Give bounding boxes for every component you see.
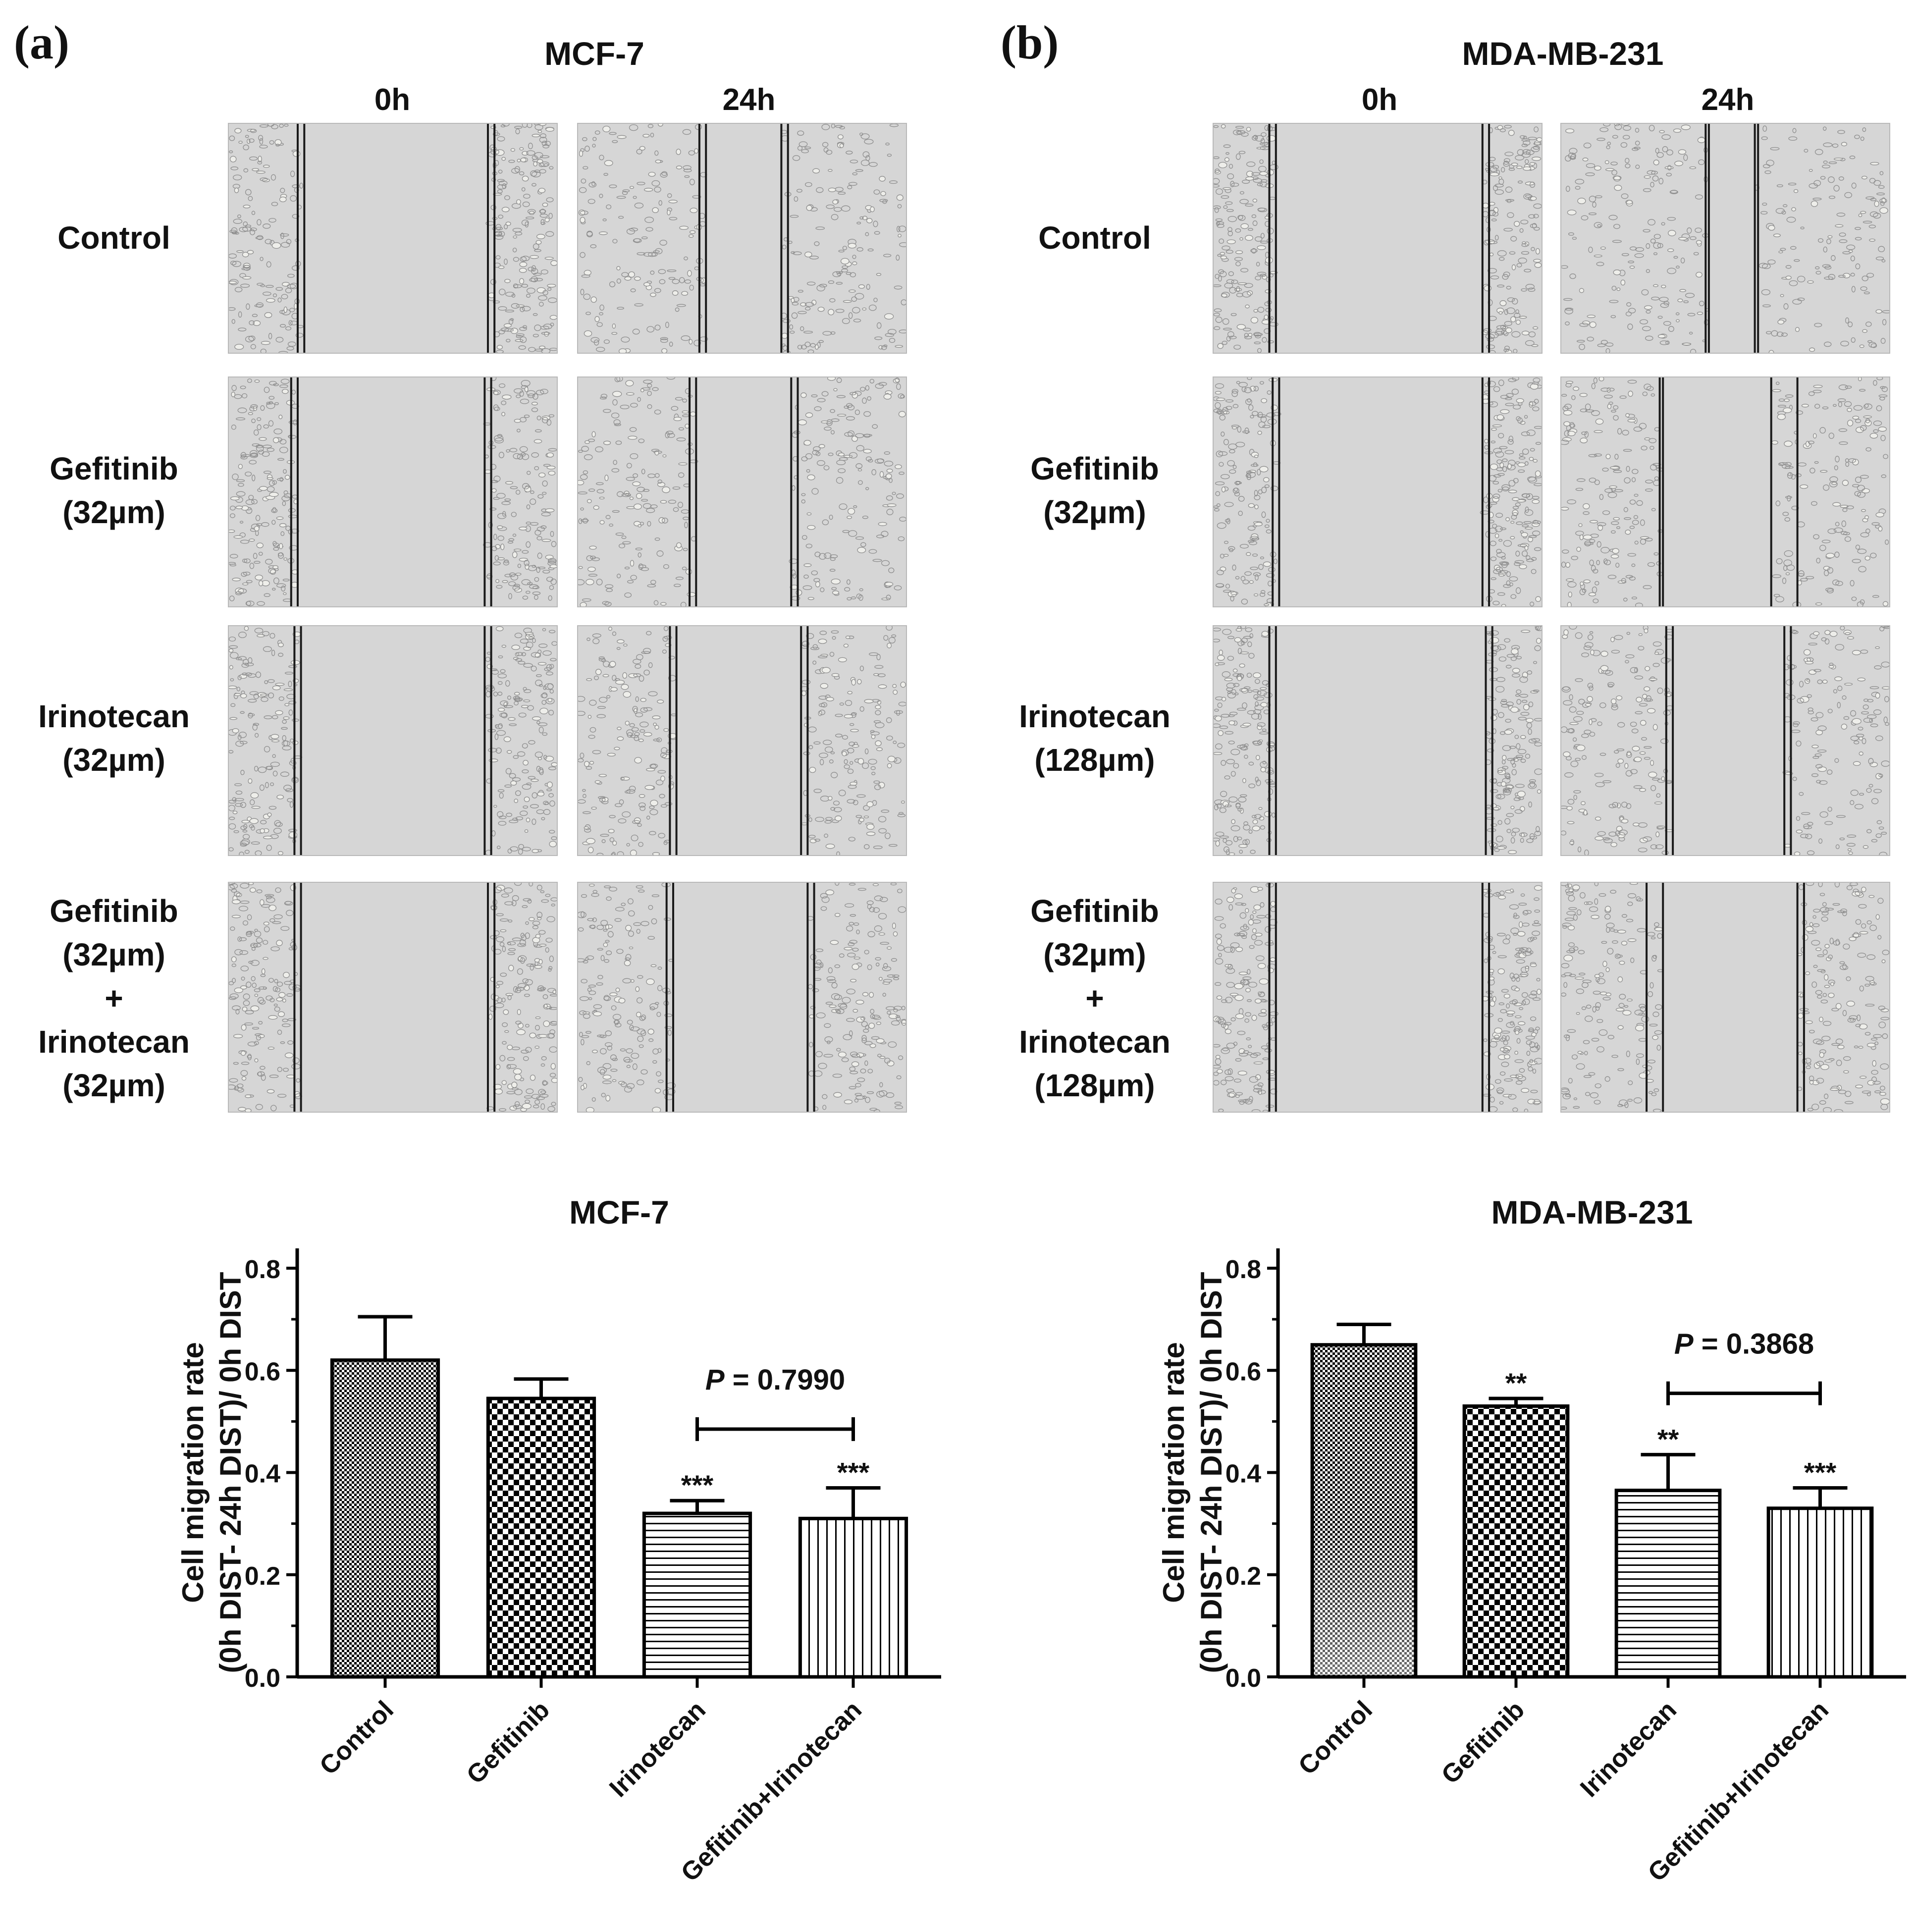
y-tick-label: 0.8: [1225, 1255, 1261, 1284]
micrograph-a-row1-0h: [228, 123, 558, 354]
micrograph-background: [578, 883, 906, 1112]
significance-marker: ***: [1804, 1456, 1837, 1488]
micrograph-b-row3-24h: [1560, 625, 1890, 856]
cell-field: [229, 626, 557, 855]
bar-irinotecan: [642, 1511, 752, 1679]
micrograph-a-row3-0h: [228, 625, 558, 856]
x-tick-label: Gefitinib: [1436, 1695, 1530, 1789]
micrograph-b-row1-0h: [1213, 123, 1543, 354]
y-tick-label: 0.4: [245, 1460, 280, 1489]
y-axis-label-line: Cell migration rate: [1157, 1342, 1190, 1603]
bar-gefitinib: [486, 1396, 596, 1679]
micrograph-a-row3-24h: [577, 625, 907, 856]
micrograph-background: [578, 377, 906, 606]
panel-a-row-label-combination: Gefitinib (32µm) + Irinotecan (32µm): [38, 893, 190, 1103]
x-tick-label: Control: [314, 1695, 399, 1780]
micrograph-a-row1-24h: [577, 123, 907, 354]
panel-a-row-label-irinotecan: Irinotecan (32µm): [38, 698, 190, 778]
y-axis-label: Cell migration rate (0h DIST- 24h DIST)/ …: [1157, 1272, 1228, 1673]
cell-field: [1214, 124, 1542, 353]
panel-b-row-label-control: Control: [1038, 220, 1151, 256]
y-axis-label-line: (0h DIST- 24h DIST)/ 0h DIST: [214, 1272, 247, 1673]
chart-title: MCF-7: [569, 1194, 669, 1231]
y-tick-label: 0.8: [245, 1255, 280, 1284]
p-value-label: P = 0.3868: [1674, 1328, 1814, 1360]
micrograph-background: [1214, 124, 1542, 353]
p-value-label: P = 0.7990: [705, 1364, 845, 1396]
significance-marker: **: [1657, 1423, 1679, 1454]
x-tick-label: Gefitinib+Irinotecan: [676, 1695, 867, 1887]
x-tick-label: Gefitinib: [461, 1695, 555, 1789]
micrograph-background: [229, 377, 557, 606]
cell-field: [578, 124, 906, 353]
x-tick-label: Control: [1293, 1695, 1378, 1780]
panel-a-row-label-gefitinib: Gefitinib (32µm): [50, 451, 178, 530]
micrograph-b-row4-0h: [1213, 882, 1543, 1113]
significance-marker: **: [1505, 1367, 1527, 1398]
bar-gefitinib: [1462, 1404, 1570, 1679]
significance-marker: ***: [837, 1456, 870, 1488]
micrograph-b-row2-0h: [1213, 376, 1543, 607]
micrograph-a-row2-24h: [577, 376, 907, 607]
bar-gefitinib-irinotecan: [798, 1516, 908, 1679]
micrograph-b-row2-24h: [1560, 376, 1890, 607]
y-tick-label: 0.6: [1225, 1357, 1261, 1386]
micrograph-b-row1-24h: [1560, 123, 1890, 354]
panel-b-col-24h: 24h: [1701, 83, 1755, 117]
y-axis-label-line: (0h DIST- 24h DIST)/ 0h DIST: [1195, 1272, 1228, 1673]
micrograph-a-row4-24h: [577, 882, 907, 1113]
micrograph-background: [578, 124, 906, 353]
cell-field: [578, 377, 906, 606]
panel-b-row-label-gefitinib: Gefitinib (32µm): [1030, 451, 1159, 530]
cell-field: [578, 883, 906, 1112]
cell-field: [578, 626, 906, 855]
cell-field: [1561, 124, 1889, 353]
y-tick-label: 0.0: [245, 1664, 280, 1693]
micrograph-background: [578, 626, 906, 855]
micrograph-background: [1561, 883, 1889, 1112]
cell-field: [1561, 883, 1889, 1112]
cell-field: [1561, 377, 1889, 606]
bar-shading: [1314, 1346, 1414, 1675]
micrograph-a-row2-0h: [228, 376, 558, 607]
cell-field: [229, 124, 557, 353]
bar-control: [330, 1358, 440, 1679]
micrograph-background: [229, 124, 557, 353]
chart-title: MDA-MB-231: [1491, 1194, 1693, 1231]
y-tick-label: 0.6: [245, 1357, 280, 1386]
micrograph-background: [1214, 377, 1542, 606]
panel-b-row-label-combination: Gefitinib (32µm) + Irinotecan (128µm): [1019, 893, 1171, 1103]
y-tick-label: 0.0: [1225, 1664, 1261, 1693]
y-tick-label: 0.2: [1225, 1562, 1261, 1591]
panel-b-row-label-irinotecan: Irinotecan (128µm): [1019, 698, 1171, 778]
chart-mcf7: MCF-7 Cell migration rate (0h DIST- 24h DI…: [176, 1194, 941, 1887]
chart-mda-mb-231: MDA-MB-231 Cell migration rate (0h DIST- 2…: [1157, 1194, 1906, 1887]
x-tick-label: Irinotecan: [1575, 1695, 1682, 1803]
cell-field: [1214, 626, 1542, 855]
micrograph-b-row3-0h: [1213, 625, 1543, 856]
y-tick-label: 0.2: [245, 1562, 280, 1591]
panel-b-col-0h: 0h: [1361, 83, 1398, 117]
panel-a-col-0h: 0h: [374, 83, 411, 117]
y-tick-label: 0.4: [1225, 1460, 1261, 1489]
y-axis-label: Cell migration rate (0h DIST- 24h DIST)/ …: [176, 1272, 247, 1673]
x-tick-label: Irinotecan: [604, 1695, 711, 1803]
panel-a-label: (a): [14, 16, 69, 69]
micrograph-background: [1214, 883, 1542, 1112]
micrograph-a-row4-0h: [228, 882, 558, 1113]
bar-gefitinib-irinotecan: [1766, 1506, 1874, 1679]
cell-field: [1214, 377, 1542, 606]
cell-field: [1561, 626, 1889, 855]
panel-b-title: MDA-MB-231: [1462, 35, 1664, 72]
panel-a-title: MCF-7: [544, 35, 644, 72]
micrograph-background: [1561, 626, 1889, 855]
significance-marker: ***: [681, 1469, 714, 1501]
micrograph-b-row4-24h: [1560, 882, 1890, 1113]
panel-a-col-24h: 24h: [722, 83, 776, 117]
y-axis-label-line: Cell migration rate: [176, 1342, 210, 1603]
panel-a-row-label-control: Control: [57, 220, 170, 256]
bar-irinotecan: [1614, 1489, 1722, 1679]
micrograph-background: [1561, 377, 1889, 606]
panel-b-label: (b): [1001, 16, 1059, 69]
